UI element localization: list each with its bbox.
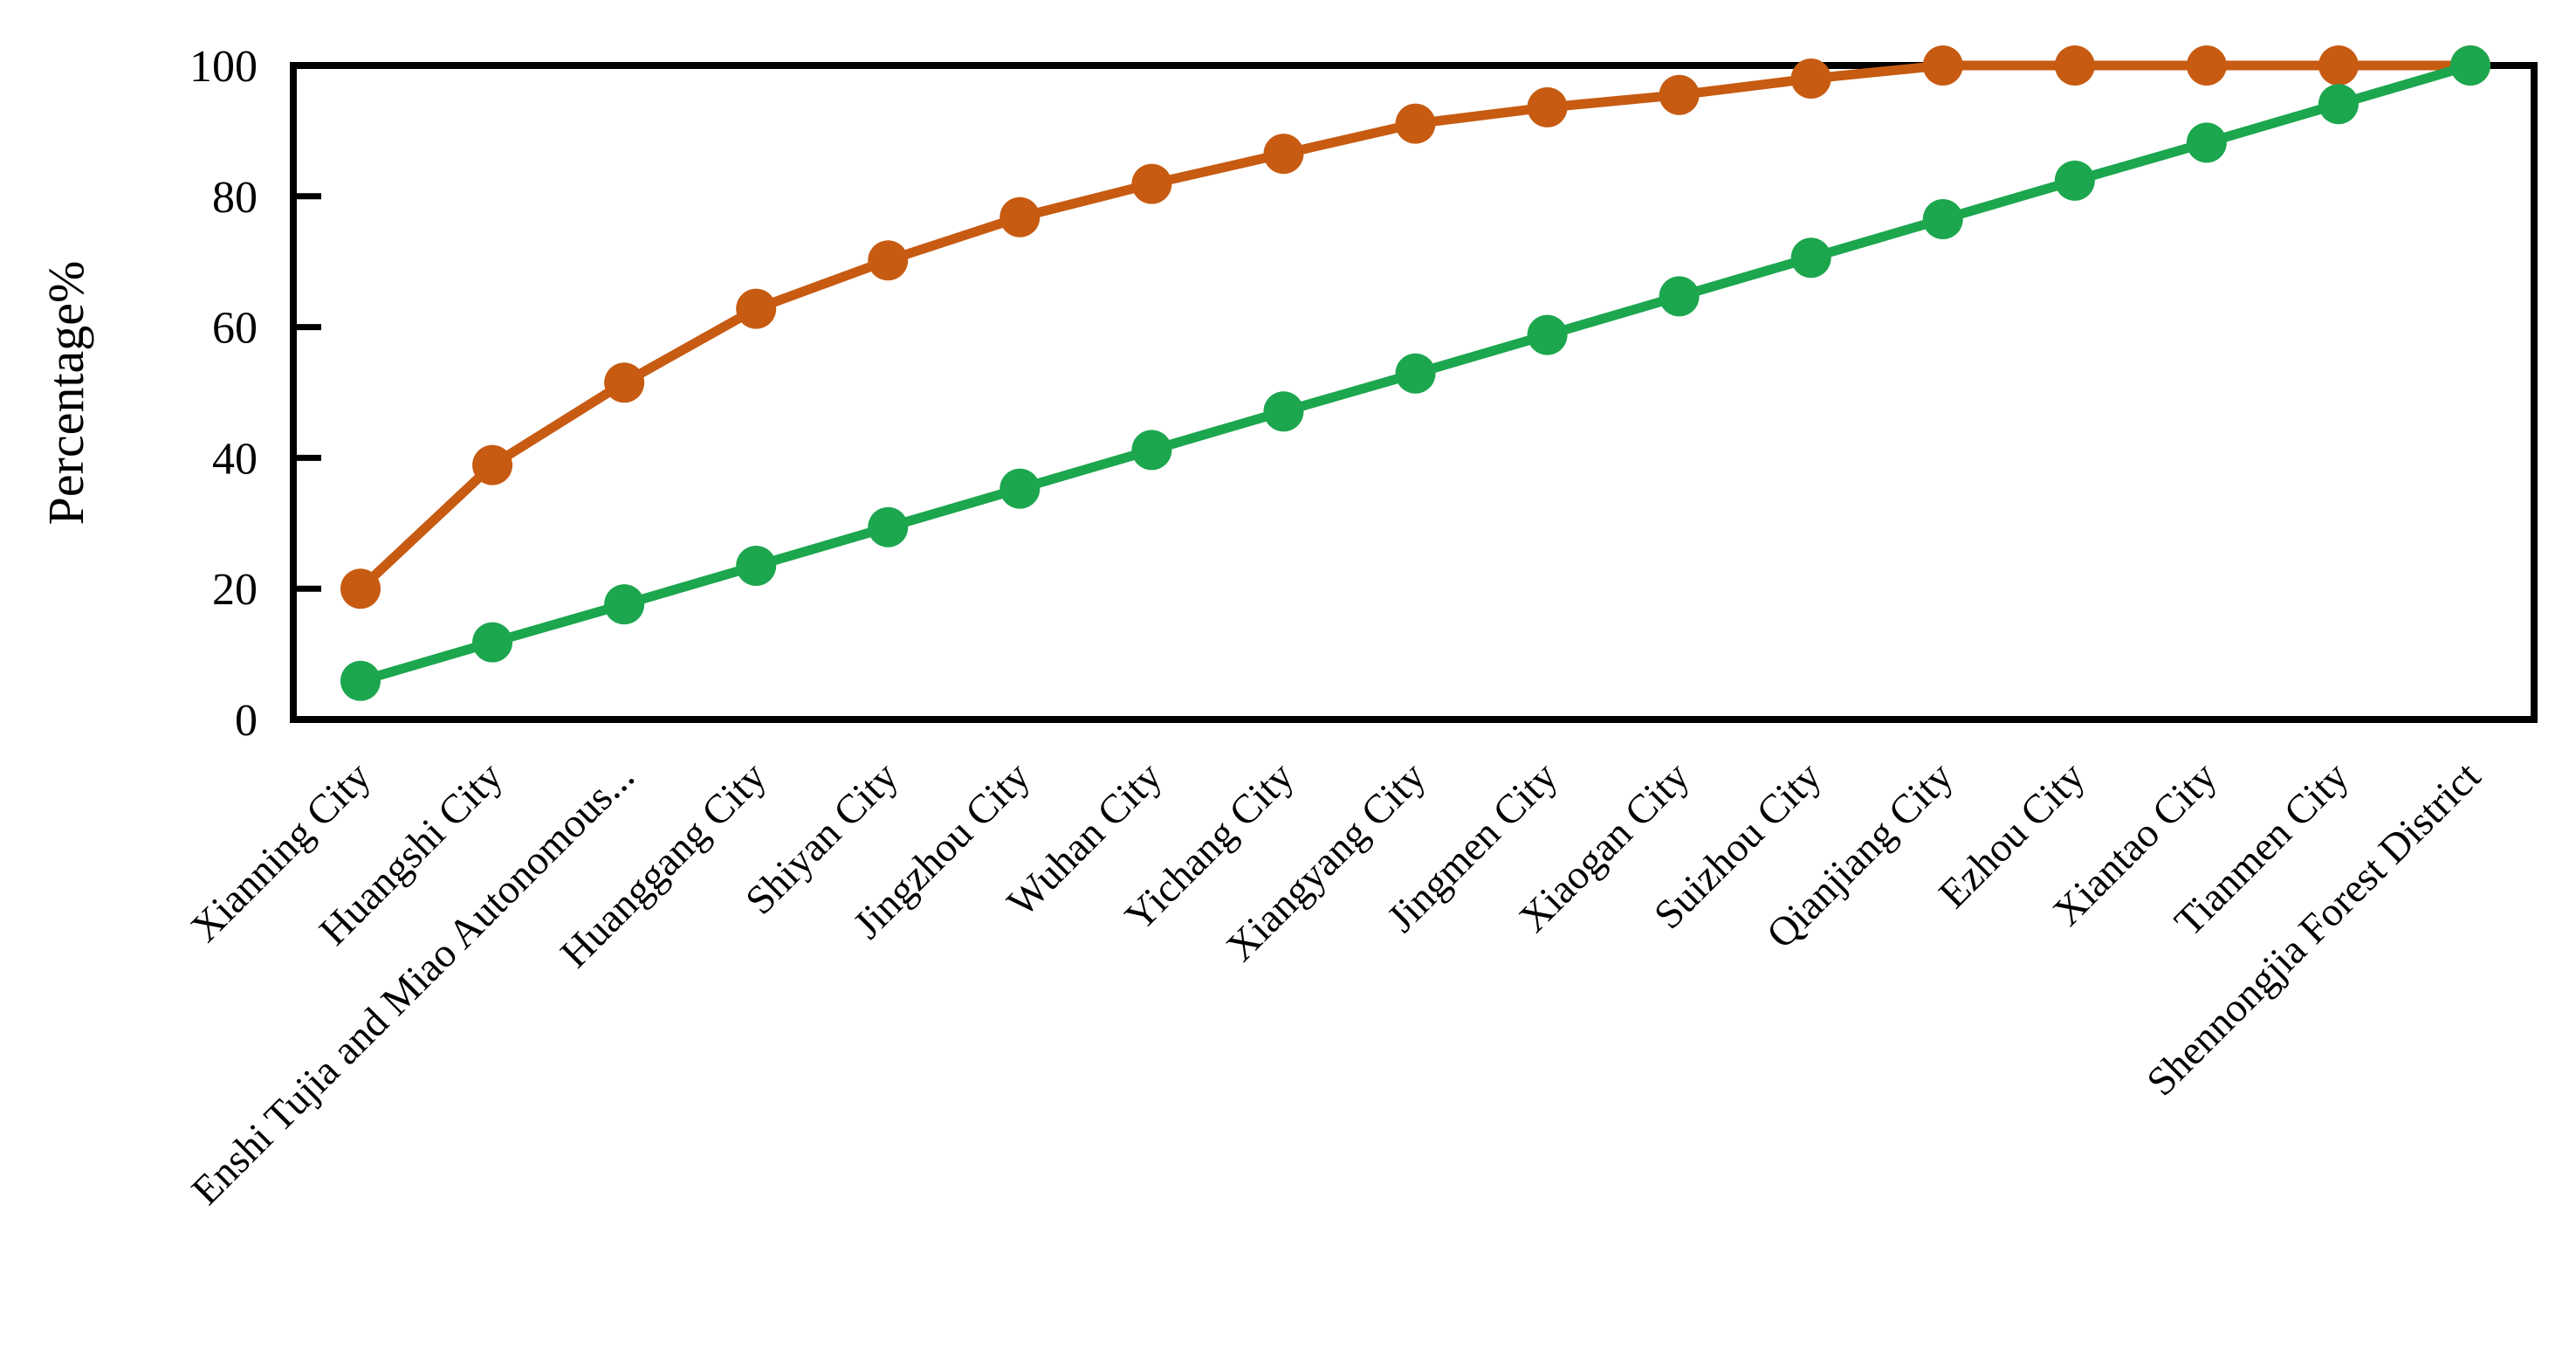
- axes-layer: [290, 62, 2538, 723]
- green-cumulative-series-point: [1790, 237, 1831, 279]
- green-cumulative-series-point: [736, 545, 777, 586]
- orange-cumulative-series-point: [1263, 134, 1304, 175]
- orange-cumulative-series-point: [736, 288, 777, 329]
- orange-cumulative-series-point: [472, 444, 513, 485]
- orange-cumulative-series-point: [340, 568, 381, 609]
- series-layer: [340, 45, 2490, 701]
- orange-cumulative-series-point: [604, 362, 645, 403]
- green-cumulative-series-point: [472, 622, 513, 663]
- green-cumulative-series-point: [1922, 199, 1963, 240]
- green-cumulative-series-point: [604, 584, 645, 625]
- plot-border: [290, 62, 2538, 723]
- green-cumulative-series-point: [340, 660, 381, 701]
- green-cumulative-series-point: [2186, 122, 2227, 163]
- y-axis-tick-label: 60: [212, 304, 258, 354]
- orange-cumulative-series-point: [1922, 45, 1963, 86]
- green-cumulative-series-point: [2318, 84, 2359, 125]
- orange-cumulative-series-point: [2054, 45, 2095, 86]
- orange-cumulative-series-line: [355, 60, 2476, 594]
- green-cumulative-series-point: [1131, 430, 1172, 471]
- orange-cumulative-series-point: [868, 240, 909, 281]
- green-cumulative-series-point: [2054, 160, 2095, 201]
- green-cumulative-series-point: [999, 468, 1041, 509]
- green-cumulative-series-point: [2450, 45, 2490, 86]
- orange-cumulative-series-point: [999, 196, 1041, 237]
- green-cumulative-series-point: [1527, 314, 1568, 355]
- y-axis-tick-label: 100: [189, 42, 258, 92]
- green-cumulative-series-point: [868, 506, 909, 547]
- y-axis-tick-label: 40: [212, 434, 258, 484]
- green-cumulative-series-point: [1263, 391, 1304, 432]
- orange-cumulative-series-point: [2318, 45, 2359, 86]
- green-cumulative-series-point: [1659, 276, 1700, 317]
- orange-cumulative-series-point: [2186, 45, 2227, 86]
- green-cumulative-series-point: [1395, 353, 1436, 394]
- orange-cumulative-series-point: [1790, 58, 1831, 99]
- orange-cumulative-series-point: [1527, 86, 1568, 127]
- orange-cumulative-series-point: [1659, 74, 1700, 115]
- y-axis-tick-label: 20: [212, 565, 258, 615]
- y-axis-tick-label: 80: [212, 173, 258, 223]
- y-axis-tick-label: 0: [235, 696, 258, 746]
- orange-cumulative-series-point: [1131, 163, 1172, 204]
- orange-cumulative-series-point: [1395, 103, 1436, 144]
- y-axis-title: Percentage%: [38, 261, 94, 526]
